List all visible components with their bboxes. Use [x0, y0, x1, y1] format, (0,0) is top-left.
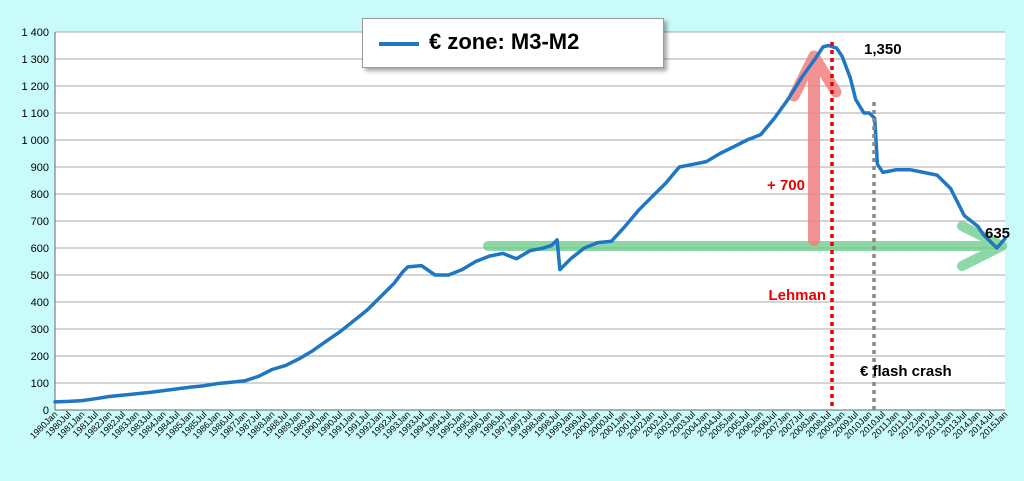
peak-value-label: 1,350 — [864, 41, 902, 58]
red-arrow — [788, 50, 842, 246]
chart-title: € zone: M3-M2 — [429, 29, 580, 54]
y-tick-label: 1 200 — [21, 81, 49, 93]
legend: € zone: M3-M2 — [362, 18, 664, 68]
flash-crash-label: € flash crash — [860, 363, 952, 380]
y-tick-label: 400 — [31, 297, 49, 309]
legend-line-swatch — [379, 42, 419, 46]
y-tick-label: 100 — [31, 378, 49, 390]
end-value-label: 635 — [985, 225, 1010, 242]
y-tick-label: 1 400 — [21, 27, 49, 39]
y-tick-label: 600 — [31, 243, 49, 255]
y-tick-label: 1 100 — [21, 108, 49, 120]
y-tick-label: 0 — [43, 405, 49, 417]
series-line — [53, 43, 1007, 404]
y-tick-label: 300 — [31, 324, 49, 336]
y-tick-label: 500 — [31, 270, 49, 282]
green-arrow — [483, 221, 1007, 271]
y-tick-label: 1 300 — [21, 54, 49, 66]
plus700-label: + 700 — [767, 177, 805, 194]
y-tick-label: 700 — [31, 216, 49, 228]
y-tick-label: 200 — [31, 351, 49, 363]
lehman-label: Lehman — [768, 287, 826, 304]
y-tick-label: 1 000 — [21, 135, 49, 147]
y-tick-label: 900 — [31, 162, 49, 174]
y-tick-label: 800 — [31, 189, 49, 201]
